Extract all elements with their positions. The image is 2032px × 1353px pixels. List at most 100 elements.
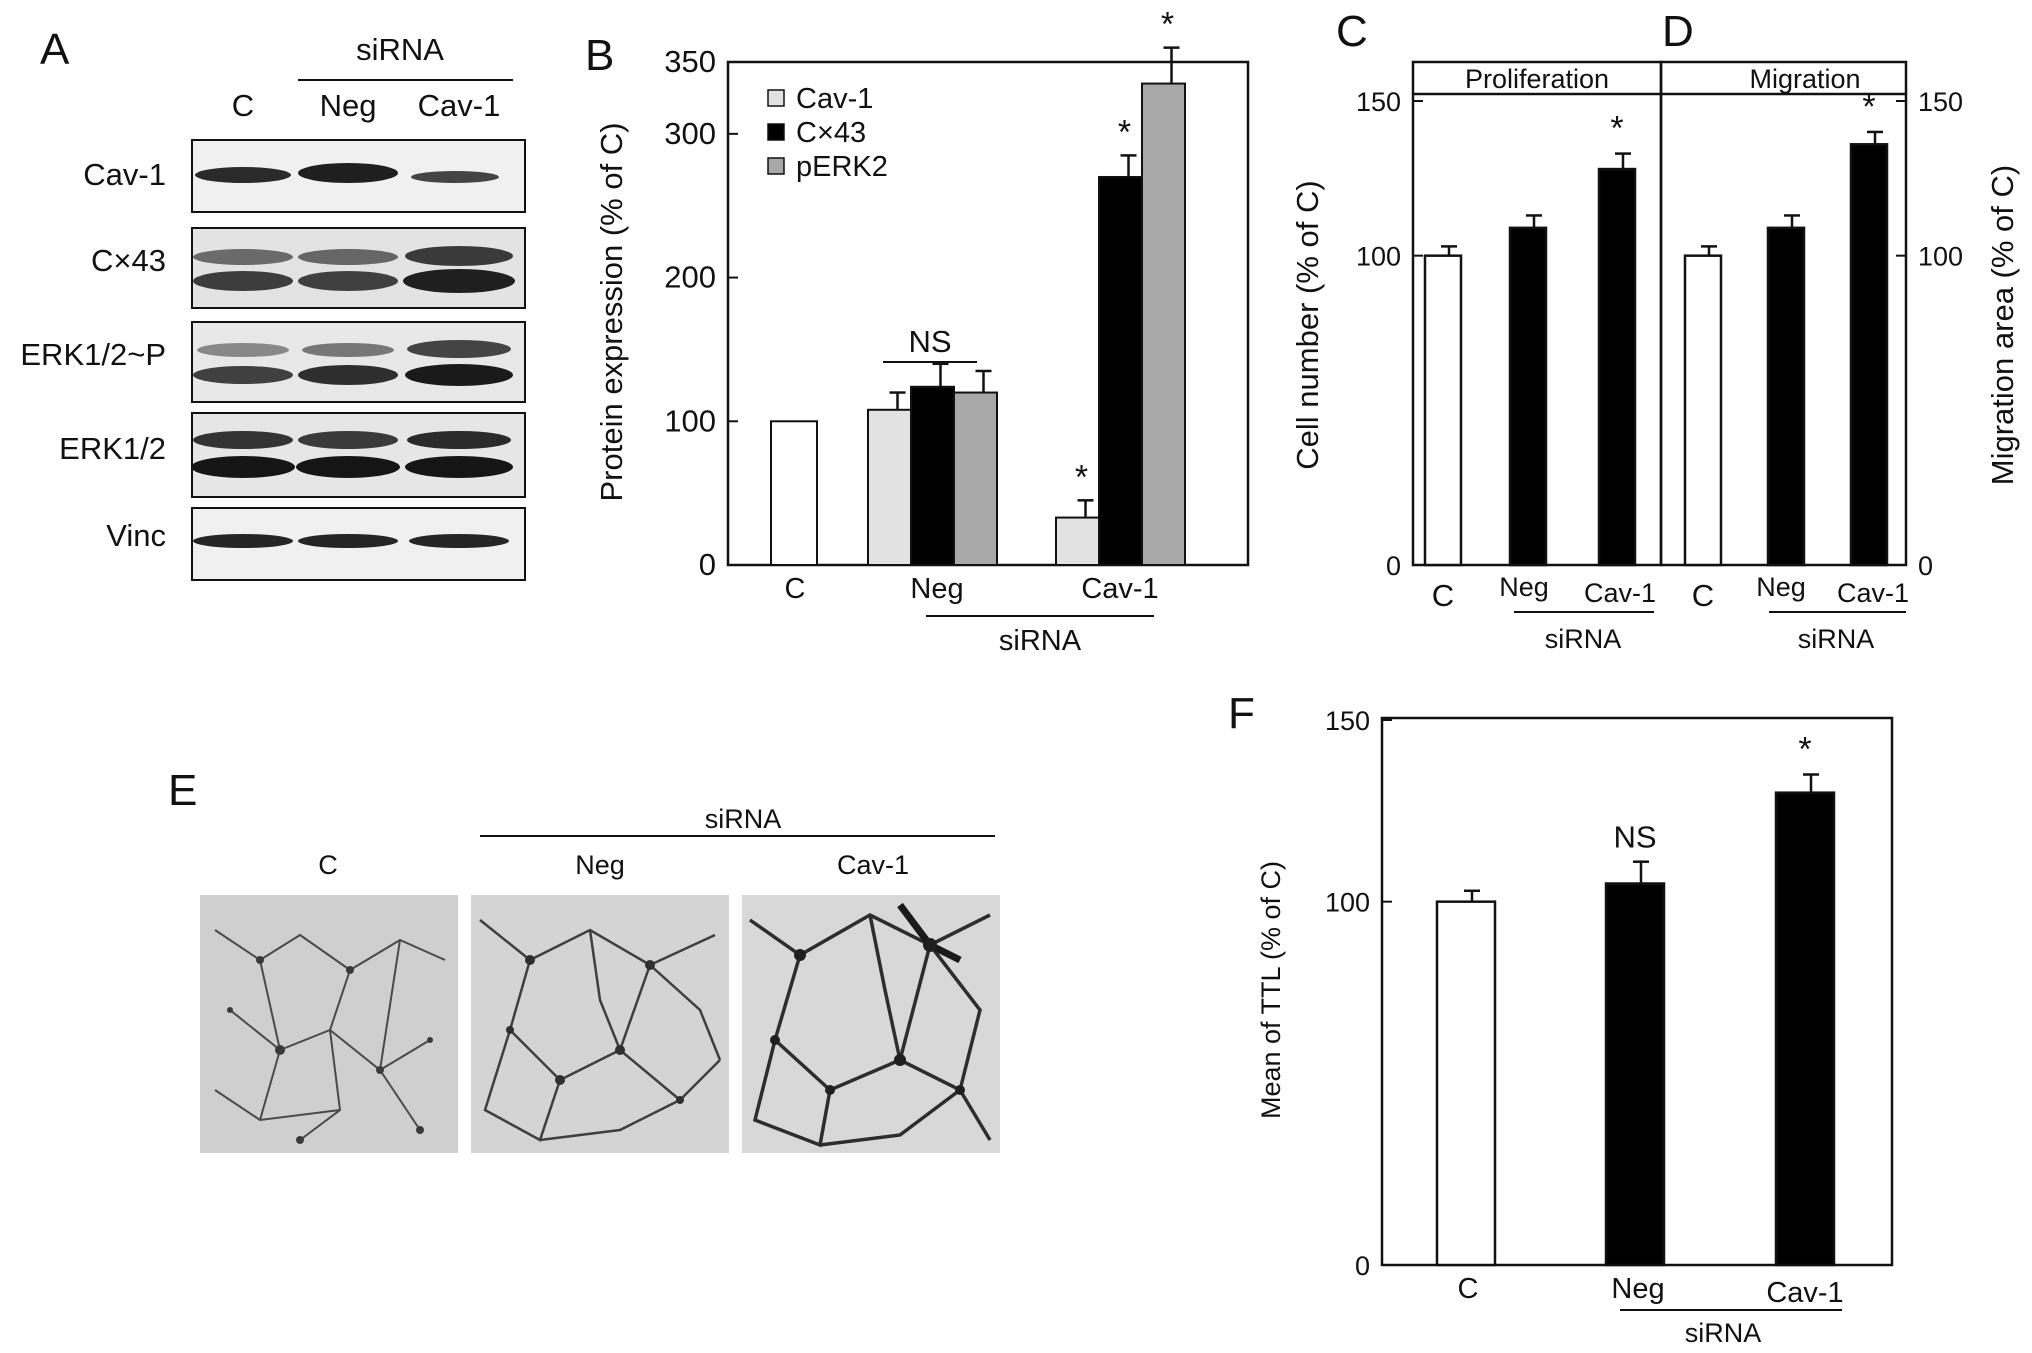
legend-swatch-perk2 <box>767 157 785 175</box>
panel-d-bars: * <box>1683 88 1889 567</box>
micrograph-cav1 <box>742 895 1000 1153</box>
bar-b-cav1-perk2 <box>1141 82 1186 567</box>
panel-f-significance-cav1: * <box>1798 731 1811 769</box>
panel-b-xtick-c: C <box>785 573 806 605</box>
panel-f-ytick-label: 100 <box>1325 888 1370 918</box>
blot-label-erk: ERK1/2 <box>59 431 166 466</box>
panel-a-sirna-label: siRNA <box>356 32 444 67</box>
panel-b-legend: Cav-1 C×43 pERK2 <box>767 83 888 183</box>
blot-label-erk-p: ERK1/2~P <box>20 337 166 372</box>
panel-d-y-axis: 0 100 150 <box>1896 87 1963 581</box>
bar-b-neg-cx43 <box>910 385 955 566</box>
legend-label-cav1: Cav-1 <box>796 83 873 115</box>
panel-b-y-axis: 0 100 200 300 350 <box>664 44 738 582</box>
blot-strip-vinc <box>191 507 526 581</box>
blot-strip-erk <box>191 412 526 498</box>
panel-a-letter: A <box>40 25 70 74</box>
panel-c-bar-c <box>1423 254 1463 567</box>
panel-b-group-label: siRNA <box>999 625 1082 657</box>
panel-b-ytick-label: 100 <box>664 403 716 438</box>
panel-f-ylabel: Mean of TTL (% of C) <box>1256 861 1286 1119</box>
panel-f-ytick-label: 150 <box>1325 706 1370 736</box>
panel-f: F 0 100 150 Mean of TTL (% of C) NS * C Neg… <box>1228 689 1894 1348</box>
panel-d-ytick-label: 100 <box>1918 242 1963 272</box>
panel-d-bar-cav1 <box>1849 143 1889 567</box>
panel-c-bar-cav1 <box>1597 167 1637 567</box>
panel-d-bar-c <box>1683 254 1723 567</box>
panel-b-letter: B <box>585 31 614 80</box>
panel-d-group-label: siRNA <box>1798 624 1875 654</box>
panel-c: C Proliferation 0 100 150 Cell number (% o… <box>1290 7 1663 654</box>
legend-swatch-cav1 <box>767 89 785 107</box>
panel-f-bar-cav1 <box>1774 791 1836 1267</box>
panel-d-bar-neg <box>1766 226 1806 567</box>
panel-f-bar-c <box>1435 900 1497 1267</box>
panel-e-letter: E <box>168 766 197 815</box>
panel-d-ytick-label: 150 <box>1918 87 1963 117</box>
panel-f-letter: F <box>1228 689 1255 738</box>
panel-d-xtick-cav1: Cav-1 <box>1837 578 1909 608</box>
panel-e-label-neg: Neg <box>575 850 625 880</box>
panel-f-xtick-cav1: Cav-1 <box>1766 1277 1843 1309</box>
panel-f-y-axis: 0 100 150 <box>1325 706 1392 1281</box>
bar-b-cav1-cx43 <box>1098 175 1143 566</box>
panel-d: D Migration 0 100 150 Migration area (% of… <box>1659 7 2020 654</box>
panel-b: B 0 100 200 300 350 Protein expression (% of… <box>585 6 1250 657</box>
panel-c-title: Proliferation <box>1465 64 1609 94</box>
panel-a: A siRNA C Neg Cav-1 Cav-1 C×43 ERK1/2~P … <box>20 25 526 581</box>
panel-d-title: Migration <box>1749 64 1860 94</box>
panel-c-y-axis: 0 100 150 <box>1356 87 1423 581</box>
panel-b-bars: * * * <box>770 6 1186 567</box>
bar-b-c-cav1 <box>770 420 818 566</box>
panel-e-label-cav1: Cav-1 <box>837 850 909 880</box>
panel-c-xtick-c: C <box>1432 578 1454 613</box>
panel-b-ytick-label: 200 <box>664 260 716 295</box>
panel-d-xtick-neg: Neg <box>1756 572 1806 602</box>
panel-b-xtick-neg: Neg <box>910 573 963 605</box>
panel-c-significance-cav1: * <box>1610 110 1623 148</box>
panel-b-xtick-cav1: Cav-1 <box>1081 573 1158 605</box>
panel-e-label-c: C <box>318 850 338 880</box>
significance-star-b-cx43: * <box>1118 113 1131 151</box>
panel-a-lane-neg: Neg <box>320 88 377 123</box>
panel-b-ytick-label: 0 <box>699 547 716 582</box>
panel-a-lane-cav1: Cav-1 <box>418 88 501 123</box>
significance-star-b-cav1: * <box>1075 458 1088 496</box>
bar-b-neg-cav1 <box>867 408 912 566</box>
panel-c-bars: * <box>1423 110 1637 567</box>
panel-c-ytick-label: 100 <box>1356 242 1401 272</box>
panel-c-ytick-label: 0 <box>1386 551 1401 581</box>
bar-b-cav1-cav1 <box>1055 516 1100 566</box>
panel-d-ylabel: Migration area (% of C) <box>1985 165 2020 485</box>
panel-c-xtick-cav1: Cav-1 <box>1584 578 1656 608</box>
panel-e-sirna-label: siRNA <box>705 804 782 834</box>
legend-label-cx43: C×43 <box>796 117 866 149</box>
panel-d-letter: D <box>1662 7 1694 56</box>
legend-label-perk2: pERK2 <box>796 151 888 183</box>
panel-f-bar-neg <box>1604 882 1666 1267</box>
panel-c-ylabel: Cell number (% of C) <box>1290 180 1325 469</box>
panel-b-ylabel: Protein expression (% of C) <box>594 122 629 501</box>
panel-f-xtick-c: C <box>1458 1273 1479 1305</box>
panel-c-group-label: siRNA <box>1545 624 1622 654</box>
panel-f-bars: NS * <box>1435 731 1836 1267</box>
blot-label-cav1: Cav-1 <box>83 157 166 192</box>
panel-b-ns-label: NS <box>908 324 951 359</box>
legend-swatch-cx43 <box>767 123 785 141</box>
micrograph-neg <box>471 895 729 1153</box>
panel-e: E siRNA C Neg Cav-1 <box>168 766 1000 1153</box>
panel-d-significance-cav1: * <box>1862 88 1875 126</box>
panel-b-ytick-label: 350 <box>664 44 716 79</box>
blot-label-vinc: Vinc <box>106 518 166 553</box>
blot-label-cx43: C×43 <box>91 243 166 278</box>
panel-c-xtick-neg: Neg <box>1499 572 1549 602</box>
panel-f-group-label: siRNA <box>1685 1318 1762 1348</box>
panel-d-xtick-c: C <box>1692 578 1714 613</box>
panel-d-ytick-label: 0 <box>1918 551 1933 581</box>
blot-strip-cav1 <box>191 139 526 213</box>
panel-a-lane-c: C <box>232 88 254 123</box>
blot-strip-cx43 <box>191 227 526 309</box>
panel-f-significance-neg: NS <box>1613 820 1656 855</box>
panel-f-ytick-label: 0 <box>1355 1251 1370 1281</box>
